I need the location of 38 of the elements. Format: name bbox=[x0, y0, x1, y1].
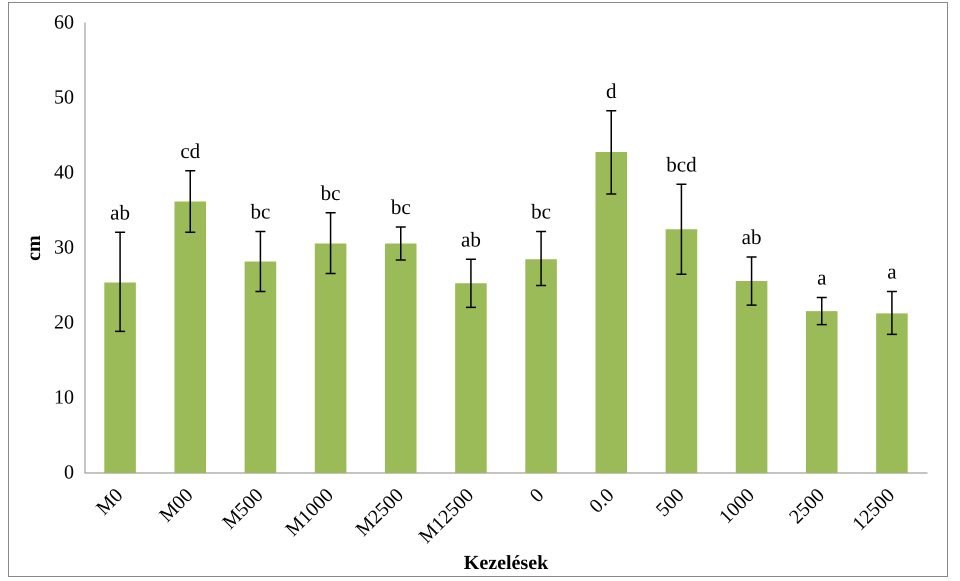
bar bbox=[806, 311, 838, 474]
bar bbox=[244, 262, 276, 474]
annotation: a bbox=[817, 266, 828, 290]
bar bbox=[876, 313, 908, 474]
bar bbox=[525, 259, 557, 474]
annotation: bcd bbox=[666, 152, 698, 176]
bar bbox=[666, 229, 698, 474]
x-tick-label: M00 bbox=[155, 484, 198, 527]
x-axis-title: Kezelések bbox=[464, 552, 550, 574]
bar bbox=[736, 281, 768, 474]
x-tick-label: 500 bbox=[652, 484, 689, 522]
annotation: cd bbox=[180, 138, 201, 163]
bar bbox=[384, 244, 417, 474]
bar bbox=[314, 244, 346, 474]
annotation: a bbox=[887, 260, 898, 284]
bar bbox=[595, 152, 628, 474]
x-tick-label: M0 bbox=[92, 484, 128, 520]
annotation: bc bbox=[320, 180, 340, 205]
annotation: bc bbox=[531, 200, 551, 224]
annotation: ab bbox=[742, 225, 762, 250]
y-tick-label: 20 bbox=[54, 311, 74, 334]
annotation: bc bbox=[250, 200, 270, 224]
y-tick-label: 40 bbox=[54, 161, 74, 184]
y-tick-label: 10 bbox=[54, 386, 74, 408]
y-tick-label: 30 bbox=[54, 236, 74, 258]
y-tick-label: 60 bbox=[54, 11, 74, 34]
y-axis-title: cm bbox=[23, 234, 46, 261]
bar bbox=[104, 282, 136, 474]
annotation: ab bbox=[461, 227, 481, 252]
bar bbox=[455, 283, 487, 474]
annotation: d bbox=[606, 78, 617, 103]
annotation: ab bbox=[110, 200, 130, 224]
x-tick-label: 0.0 bbox=[585, 484, 618, 518]
x-tick-label: 0 bbox=[526, 484, 548, 507]
bar bbox=[174, 202, 206, 474]
y-tick-label: 50 bbox=[54, 86, 74, 108]
y-tick-label: 0 bbox=[64, 461, 74, 484]
annotation: bc bbox=[390, 195, 411, 220]
